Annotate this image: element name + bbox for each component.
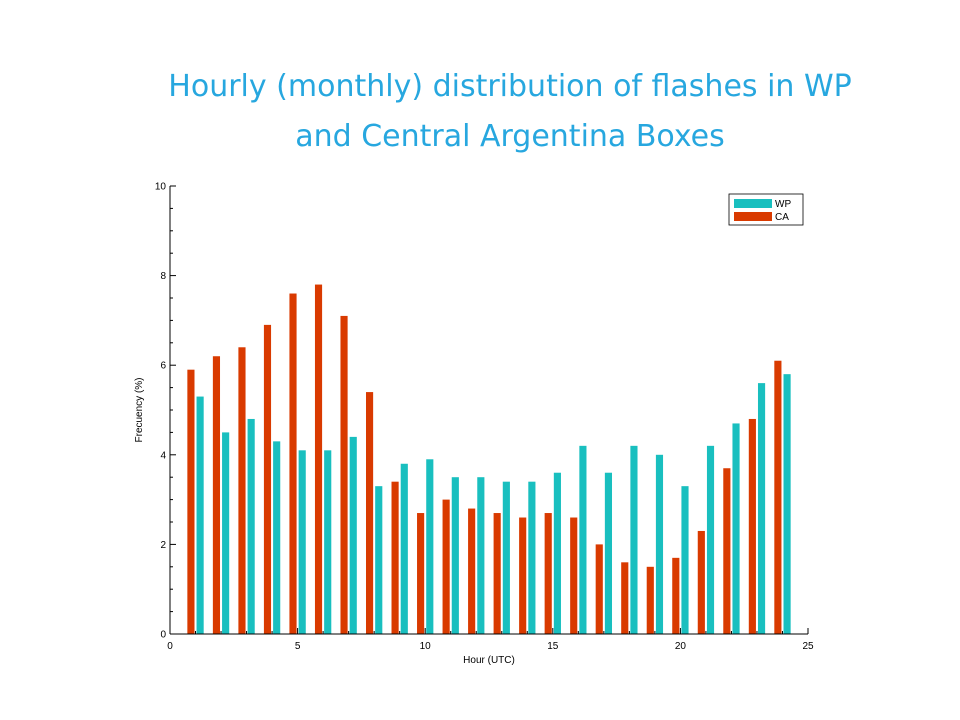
bar-ca-9 — [391, 481, 399, 634]
plot-area — [187, 284, 791, 634]
bar-ca-1 — [187, 369, 195, 634]
y-tick-label-2: 2 — [160, 540, 166, 551]
bar-wp-5 — [298, 450, 306, 634]
axes: 0 5 10 15 20 25 0 2 4 6 8 10 — [155, 182, 814, 653]
bar-ca-3 — [238, 347, 246, 634]
bar-wp-14 — [528, 481, 536, 634]
bar-wp-4 — [273, 441, 281, 634]
legend-label-ca: CA — [775, 212, 789, 223]
y-axis-label: Frecuency (%) — [134, 377, 145, 442]
bar-ca-16 — [570, 517, 578, 634]
legend-swatch-ca — [734, 212, 772, 221]
bar-ca-11 — [442, 499, 450, 634]
y-tick-label-0: 0 — [160, 630, 166, 641]
x-tick-label-10: 10 — [420, 641, 432, 652]
x-tick-label-15: 15 — [547, 641, 559, 652]
bar-wp-19 — [655, 454, 664, 634]
bar-wp-13 — [502, 481, 510, 634]
bar-wp-8 — [375, 486, 383, 634]
y-tick-label-8: 8 — [160, 271, 166, 282]
x-tick-label-25: 25 — [802, 641, 814, 652]
bar-wp-2 — [222, 432, 230, 634]
bar-ca-5 — [289, 293, 297, 634]
bar-wp-23 — [757, 383, 766, 634]
bar-ca-19 — [646, 566, 654, 634]
bar-wp-18 — [630, 445, 638, 634]
bar-ca-13 — [493, 513, 501, 634]
bar-wp-10 — [426, 459, 434, 634]
bar-ca-24 — [774, 360, 782, 634]
bar-wp-3 — [247, 418, 255, 634]
x-axis-label: Hour (UTC) — [463, 655, 515, 666]
bar-wp-11 — [451, 477, 459, 634]
bar-ca-8 — [365, 392, 374, 634]
bar-wp-20 — [681, 486, 689, 634]
bar-ca-2 — [212, 356, 221, 634]
legend: WP CA — [728, 193, 804, 226]
bar-ca-7 — [340, 315, 348, 634]
bar-wp-17 — [604, 472, 613, 634]
bar-wp-15 — [553, 472, 561, 634]
y-tick-label-10: 10 — [155, 182, 167, 193]
bar-ca-14 — [519, 517, 527, 634]
bar-ca-4 — [263, 324, 272, 634]
bar-ca-15 — [544, 513, 552, 634]
bar-ca-21 — [697, 530, 705, 634]
bar-wp-24 — [783, 374, 791, 634]
bar-ca-22 — [723, 468, 731, 634]
x-tick-label-5: 5 — [295, 641, 301, 652]
bar-wp-9 — [400, 463, 408, 634]
slide-title-line-2: and Central Argentina Boxes — [295, 119, 725, 154]
y-tick-label-6: 6 — [160, 361, 166, 372]
slide-title: Hourly (monthly) distribution of flashes… — [0, 62, 960, 162]
bar-wp-16 — [579, 445, 587, 634]
bar-ca-17 — [595, 544, 603, 634]
bar-ca-18 — [621, 562, 629, 634]
bar-wp-7 — [349, 436, 357, 634]
bar-ca-23 — [748, 418, 756, 634]
bar-wp-6 — [324, 450, 332, 634]
slide-title-line-1: Hourly (monthly) distribution of flashes… — [168, 69, 852, 104]
x-tick-label-0: 0 — [167, 641, 173, 652]
bar-ca-20 — [672, 557, 680, 634]
bar-wp-22 — [732, 423, 740, 634]
bar-ca-6 — [314, 284, 323, 634]
bar-wp-21 — [706, 445, 715, 634]
bar-ca-12 — [468, 508, 476, 634]
legend-swatch-wp — [734, 199, 772, 208]
bar-wp-1 — [196, 396, 204, 634]
legend-label-wp: WP — [775, 199, 791, 210]
bar-wp-12 — [477, 477, 485, 634]
x-tick-label-20: 20 — [675, 641, 687, 652]
y-tick-label-4: 4 — [160, 450, 166, 461]
bar-ca-10 — [417, 513, 425, 634]
